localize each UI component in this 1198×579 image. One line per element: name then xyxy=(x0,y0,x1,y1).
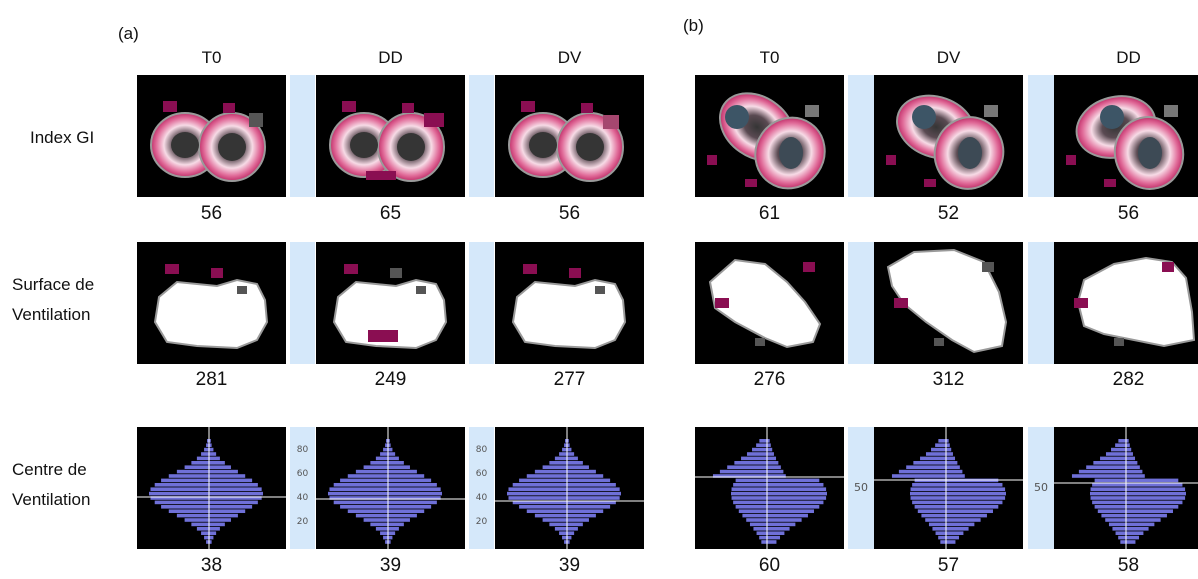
value-1-0-0: 61 xyxy=(758,203,781,224)
ventilation-histogram-1-1 xyxy=(874,427,1023,549)
ventilation-histogram-icon xyxy=(695,427,844,549)
ventilation-histogram-1-2 xyxy=(1054,427,1198,549)
ventilation-histogram-0-1 xyxy=(316,427,465,549)
separator-0-1-0 xyxy=(290,242,315,364)
ventilation-surface-mask-icon xyxy=(708,258,822,349)
value-1-0-2: 56 xyxy=(1117,203,1140,224)
gi-ring-map-icon xyxy=(1066,95,1185,190)
row-label-1-0: Surface de xyxy=(12,275,95,294)
ventilation-surface-mask-icon xyxy=(511,264,627,350)
gi-map-0-0 xyxy=(137,75,286,197)
ventilation-surface-mask-icon xyxy=(886,248,1008,354)
separator-1-1-1 xyxy=(1028,242,1054,364)
value-1-1-1: 312 xyxy=(932,369,965,390)
axis-tick-0-0-2: 40 xyxy=(296,493,309,503)
value-0-0-0: 56 xyxy=(200,203,223,224)
value-1-2-0: 60 xyxy=(758,555,781,576)
axis-tick-0-1-0: 80 xyxy=(475,445,488,455)
row-label-2-0: Centre de xyxy=(12,460,87,479)
value-1-1-2: 282 xyxy=(1112,369,1145,390)
ventilation-histogram-icon xyxy=(1054,427,1198,549)
gi-map-0-1 xyxy=(316,75,465,197)
column-header-1-2: DD xyxy=(1116,48,1141,67)
value-0-2-2: 39 xyxy=(558,555,581,576)
column-header-0-1: DD xyxy=(378,48,403,67)
ventilation-surface-1-1 xyxy=(874,242,1023,364)
value-0-1-2: 277 xyxy=(553,369,586,390)
gi-map-1-2 xyxy=(1054,75,1198,197)
ventilation-histogram-icon xyxy=(495,427,644,549)
row-label-1-1: Ventilation xyxy=(12,305,91,324)
ventilation-surface-0-1 xyxy=(316,242,465,364)
column-header-0-0: T0 xyxy=(201,48,222,67)
axis-tick-0-1-2: 40 xyxy=(475,493,488,503)
panel-label-1: (b) xyxy=(683,16,704,35)
ventilation-surface-mask-icon xyxy=(1074,256,1196,348)
axis-tick-0-0-0: 80 xyxy=(296,445,309,455)
gi-map-1-0 xyxy=(695,75,844,197)
ventilation-histogram-1-0 xyxy=(695,427,844,549)
separator-0-0-1 xyxy=(469,75,494,197)
separator-1-1-0 xyxy=(848,242,874,364)
value-0-1-1: 249 xyxy=(374,369,407,390)
axis-tick-1-0-0: 50 xyxy=(854,481,868,494)
value-0-0-1: 65 xyxy=(379,203,402,224)
separator-1-2-1: 50 xyxy=(1028,427,1054,549)
ventilation-histogram-icon xyxy=(316,427,465,549)
row-label-0-0: Index GI xyxy=(30,128,95,147)
value-0-2-1: 39 xyxy=(379,555,402,576)
value-1-2-1: 57 xyxy=(937,555,960,576)
value-0-0-2: 56 xyxy=(558,203,581,224)
separator-0-0-0 xyxy=(290,75,315,197)
gi-ring-map-icon xyxy=(707,92,826,190)
axis-tick-0-0-3: 20 xyxy=(296,517,309,527)
separator-1-2-0: 50 xyxy=(848,427,874,549)
value-1-1-0: 276 xyxy=(753,369,786,390)
gi-ring-map-icon xyxy=(508,101,624,182)
panel-label-0: (a) xyxy=(118,24,139,43)
separator-0-2-1: 80 60 40 20 xyxy=(469,427,494,549)
ventilation-histogram-icon xyxy=(137,427,286,549)
gi-ring-map-icon xyxy=(886,94,1005,190)
axis-tick-0-1-1: 60 xyxy=(475,469,488,479)
value-0-2-0: 38 xyxy=(200,555,223,576)
value-1-2-2: 58 xyxy=(1117,555,1140,576)
separator-0-2-0: 80 60 40 20 xyxy=(290,427,315,549)
ventilation-surface-mask-icon xyxy=(153,264,269,350)
ventilation-surface-mask-icon xyxy=(332,264,448,350)
gi-map-0-2 xyxy=(495,75,644,197)
gi-ring-map-icon xyxy=(329,101,445,182)
column-header-1-1: DV xyxy=(936,48,961,67)
ventilation-histogram-0-0 xyxy=(137,427,286,549)
gi-map-1-1 xyxy=(874,75,1023,197)
column-header-1-0: T0 xyxy=(759,48,780,67)
axis-tick-0-1-3: 20 xyxy=(475,517,488,527)
value-0-1-0: 281 xyxy=(195,369,228,390)
axis-tick-0-0-1: 60 xyxy=(296,469,309,479)
ventilation-surface-1-0 xyxy=(695,242,844,364)
axis-tick-1-1-0: 50 xyxy=(1034,481,1048,494)
ventilation-histogram-icon xyxy=(874,427,1023,549)
ventilation-histogram-0-2 xyxy=(495,427,644,549)
row-label-2-1: Ventilation xyxy=(12,490,91,509)
separator-1-0-0 xyxy=(848,75,874,197)
separator-1-0-1 xyxy=(1028,75,1054,197)
ventilation-surface-0-2 xyxy=(495,242,644,364)
column-header-0-2: DV xyxy=(557,48,582,67)
ventilation-surface-1-2 xyxy=(1054,242,1198,364)
value-1-0-1: 52 xyxy=(937,203,960,224)
separator-0-1-1 xyxy=(469,242,494,364)
ventilation-surface-0-0 xyxy=(137,242,286,364)
gi-ring-map-icon xyxy=(150,101,266,182)
